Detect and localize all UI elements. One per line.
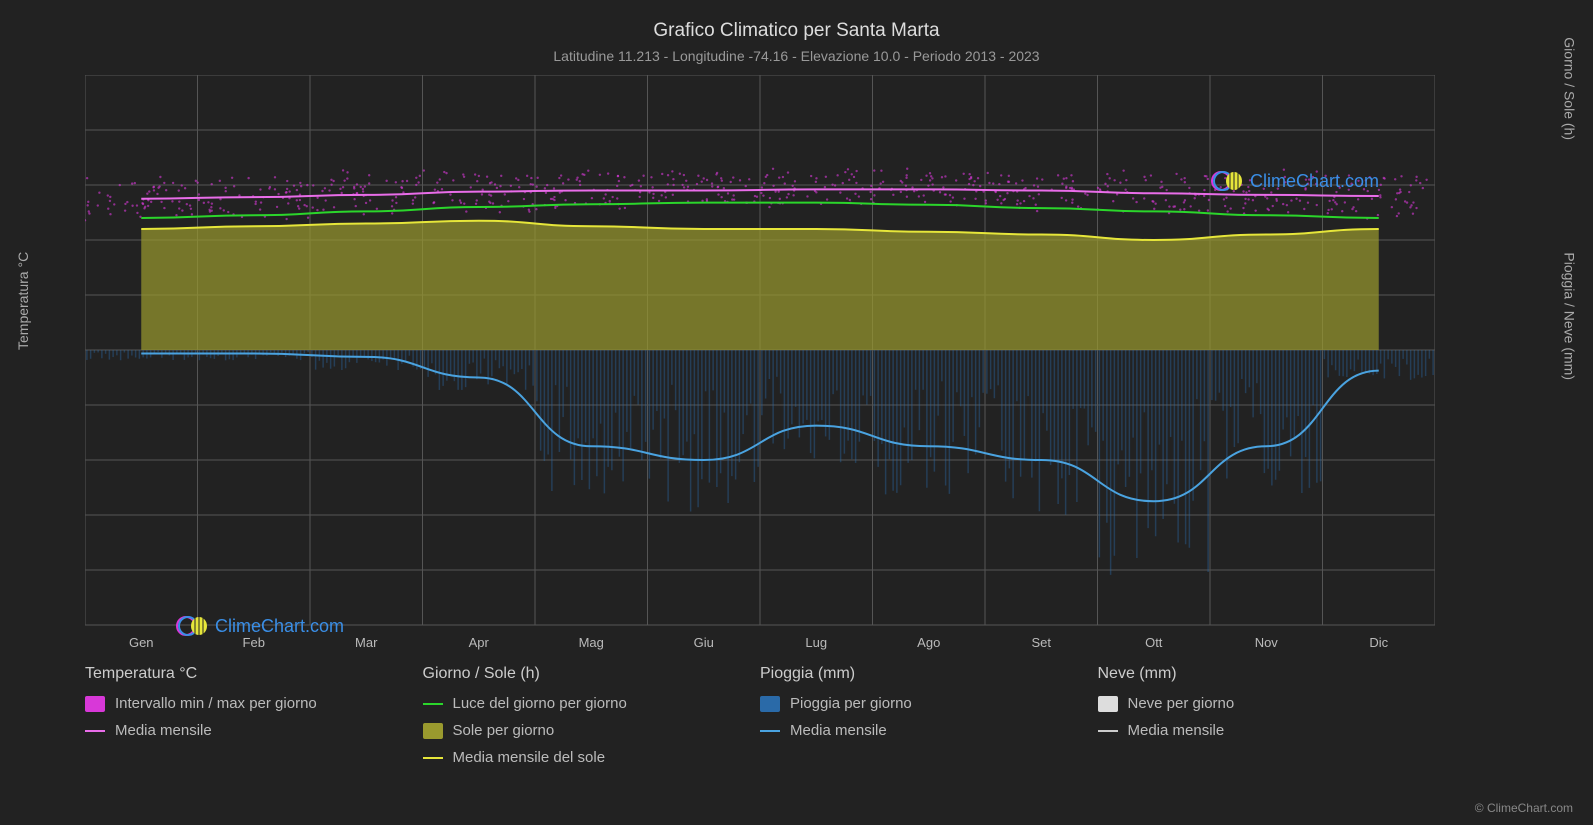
svg-text:Apr: Apr (469, 635, 490, 650)
legend-item: Pioggia per giorno (760, 695, 1078, 712)
svg-text:Gen: Gen (129, 635, 154, 650)
y-axis-right-bottom-label: Pioggia / Neve (mm) (1562, 252, 1578, 380)
svg-text:Dic: Dic (1369, 635, 1388, 650)
legend-item: Intervallo min / max per giorno (85, 695, 403, 712)
legend-label: Media mensile (115, 722, 212, 739)
legend-swatch (423, 757, 443, 759)
legend-label: Luce del giorno per giorno (453, 695, 627, 712)
legend-heading-rain: Pioggia (mm) (760, 665, 1078, 683)
chart-subtitle: Latitudine 11.213 - Longitudine -74.16 -… (0, 42, 1593, 64)
legend-swatch (1098, 730, 1118, 732)
legend-swatch (85, 696, 105, 712)
legend-label: Neve per giorno (1128, 695, 1235, 712)
svg-text:Giu: Giu (694, 635, 714, 650)
svg-text:Nov: Nov (1255, 635, 1279, 650)
legend-label: Pioggia per giorno (790, 695, 912, 712)
legend-swatch (1098, 696, 1118, 712)
legend-swatch (85, 730, 105, 732)
watermark-top-right: ClimeChart.com (1210, 170, 1379, 192)
legend-item: Media mensile (760, 722, 1078, 739)
legend-item: Luce del giorno per giorno (423, 695, 741, 712)
climechart-logo-icon (175, 615, 209, 637)
legend-label: Intervallo min / max per giorno (115, 695, 317, 712)
legend-item: Media mensile (1098, 722, 1416, 739)
legend-swatch (423, 723, 443, 739)
watermark-bottom-left: ClimeChart.com (175, 615, 344, 637)
svg-text:Set: Set (1031, 635, 1051, 650)
y-axis-right-top-label: Giorno / Sole (h) (1562, 37, 1578, 140)
svg-text:Ott: Ott (1145, 635, 1163, 650)
legend-label: Media mensile (1128, 722, 1225, 739)
legend-col-temp: Temperatura °C Intervallo min / max per … (85, 665, 423, 776)
svg-text:Feb: Feb (243, 635, 265, 650)
chart-plot-area: -50-40-30-20-100102030405006121824010203… (85, 75, 1435, 625)
legend-item: Sole per giorno (423, 722, 741, 739)
legend-col-day: Giorno / Sole (h) Luce del giorno per gi… (423, 665, 761, 776)
legend-swatch (423, 703, 443, 705)
legend-heading-snow: Neve (mm) (1098, 665, 1416, 683)
legend-swatch (760, 730, 780, 732)
chart-title: Grafico Climatico per Santa Marta (0, 0, 1593, 42)
svg-text:Lug: Lug (805, 635, 827, 650)
svg-text:Mag: Mag (579, 635, 604, 650)
legend-heading-temp: Temperatura °C (85, 665, 403, 683)
legend: Temperatura °C Intervallo min / max per … (85, 665, 1435, 776)
legend-label: Sole per giorno (453, 722, 555, 739)
legend-label: Media mensile del sole (453, 749, 606, 766)
legend-heading-day: Giorno / Sole (h) (423, 665, 741, 683)
legend-item: Media mensile del sole (423, 749, 741, 766)
legend-item: Media mensile (85, 722, 403, 739)
legend-col-rain: Pioggia (mm) Pioggia per giorno Media men… (760, 665, 1098, 776)
legend-item: Neve per giorno (1098, 695, 1416, 712)
svg-text:Mar: Mar (355, 635, 378, 650)
legend-label: Media mensile (790, 722, 887, 739)
climechart-logo-icon (1210, 170, 1244, 192)
watermark-text: ClimeChart.com (1250, 171, 1379, 192)
y-axis-left-label: Temperatura °C (15, 252, 31, 350)
svg-text:Ago: Ago (917, 635, 940, 650)
legend-col-snow: Neve (mm) Neve per giorno Media mensile (1098, 665, 1436, 776)
copyright-text: © ClimeChart.com (1475, 801, 1573, 815)
watermark-text: ClimeChart.com (215, 616, 344, 637)
legend-swatch (760, 696, 780, 712)
chart-svg: -50-40-30-20-100102030405006121824010203… (85, 75, 1435, 655)
